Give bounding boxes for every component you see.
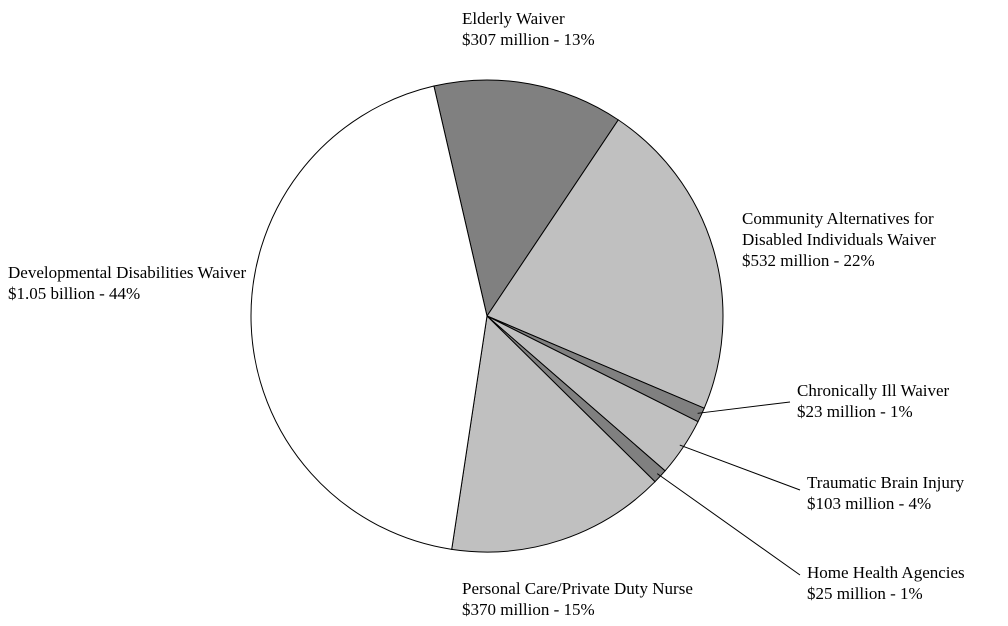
slice-name: Traumatic Brain Injury	[807, 473, 965, 492]
slice-label: Community Alternatives for Disabled Indi…	[742, 208, 992, 271]
slice-label: Personal Care/Private Duty Nurse $370 mil…	[462, 578, 782, 620]
pie-slice	[486, 119, 724, 409]
slice-name: Developmental Disabilities Waiver	[8, 263, 247, 282]
pie-slice	[433, 79, 619, 318]
leader-line	[679, 444, 801, 491]
slice-label: Elderly Waiver $307 million - 13%	[462, 8, 722, 50]
slice-value: $370 million - 15%	[462, 600, 595, 619]
slice-value: $25 million - 1%	[807, 584, 923, 603]
slice-name: Community Alternatives for Disabled Indi…	[742, 209, 936, 249]
leader-line	[697, 401, 791, 414]
pie-slice	[250, 85, 488, 550]
slice-value: $307 million - 13%	[462, 30, 595, 49]
slice-name: Chronically Ill Waiver	[797, 381, 950, 400]
slice-label: Home Health Agencies $25 million - 1%	[807, 562, 1007, 604]
slice-label: Developmental Disabilities Waiver $1.05 b…	[8, 262, 253, 304]
pie-slice	[451, 314, 656, 553]
leader-line	[656, 473, 801, 576]
slice-value: $103 million - 4%	[807, 494, 932, 513]
slice-name: Personal Care/Private Duty Nurse	[462, 579, 693, 598]
slice-value: $532 million - 22%	[742, 251, 875, 270]
slice-name: Elderly Waiver	[462, 9, 565, 28]
slice-value: $1.05 billion - 44%	[8, 284, 141, 303]
slice-label: Chronically Ill Waiver $23 million - 1%	[797, 380, 1007, 422]
slice-value: $23 million - 1%	[797, 402, 913, 421]
slice-label: Traumatic Brain Injury $103 million - 4%	[807, 472, 1007, 514]
slice-name: Home Health Agencies	[807, 563, 965, 582]
